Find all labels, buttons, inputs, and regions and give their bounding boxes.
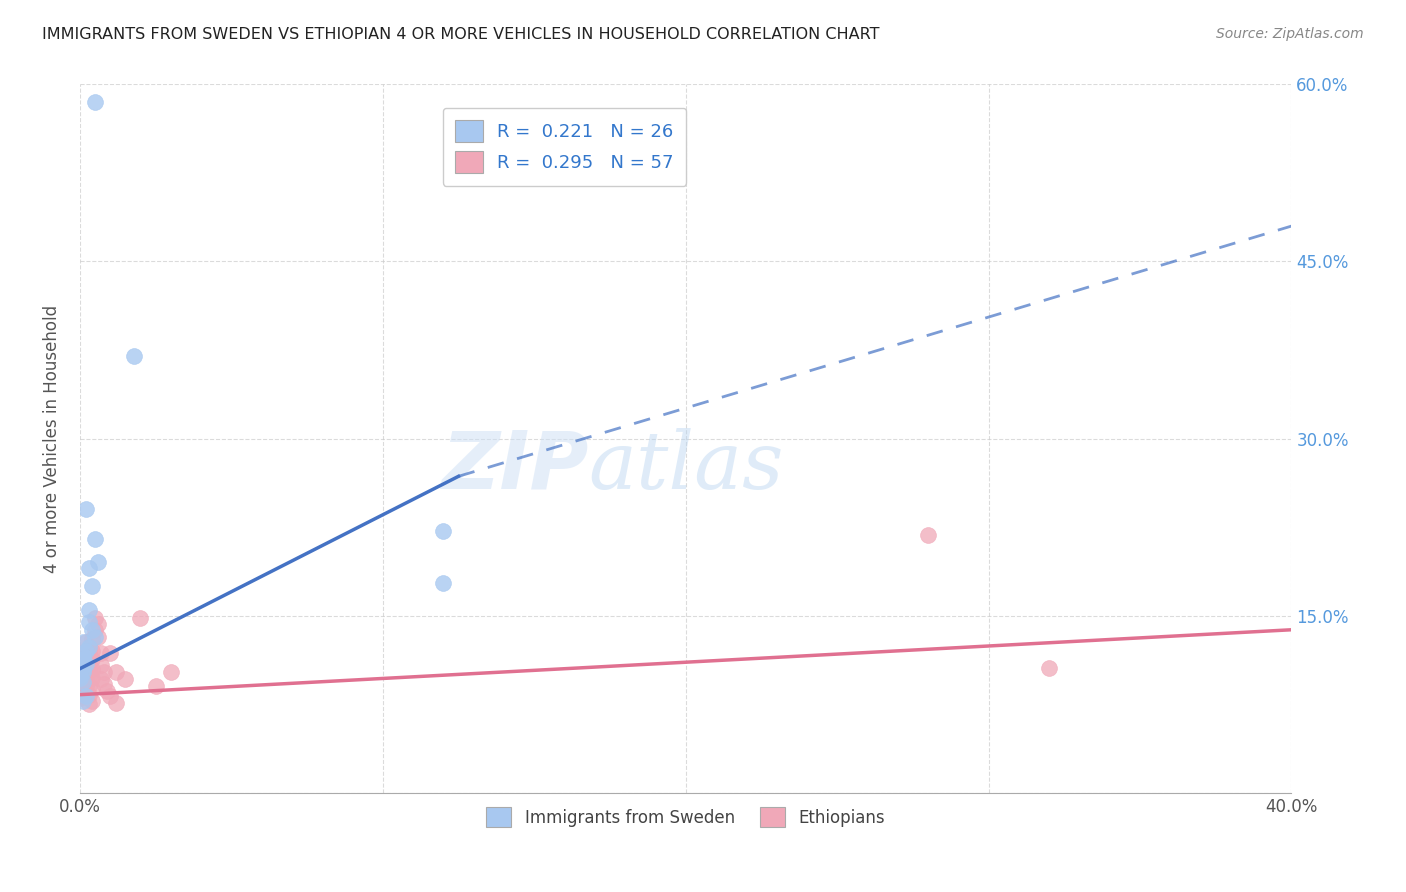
Point [105,665,128,680]
Point [80,693,103,707]
Point [75,680,97,694]
Point [80,671,103,685]
Point [72,653,94,667]
Point [75,644,97,658]
Point [75,653,97,667]
Point [72,665,94,680]
Point [72,663,94,677]
Point [72,681,94,696]
Point [90,658,112,673]
Point [159,665,181,680]
Point [80,652,103,666]
Point [69,671,91,685]
Point [80,644,103,658]
Point [93,665,115,680]
Point [87,616,110,631]
Point [75,657,97,671]
Point [75,634,97,648]
Text: Source: ZipAtlas.com: Source: ZipAtlas.com [1216,27,1364,41]
Point [84,95,107,110]
Point [80,632,103,647]
Point [77,561,100,575]
Point [1038,660,1060,674]
Point [145,680,167,694]
Point [98,689,121,703]
Point [72,674,94,689]
Legend: Immigrants from Sweden, Ethiopians: Immigrants from Sweden, Ethiopians [479,800,891,834]
Point [77,652,100,666]
Point [80,579,103,593]
Point [72,689,94,703]
Point [75,673,97,687]
Point [84,611,107,625]
Point [77,646,100,660]
Point [77,670,100,684]
Point [72,673,94,687]
Point [72,667,94,681]
Point [98,646,121,660]
Point [69,691,91,706]
Point [77,663,100,677]
Point [87,630,110,644]
Point [80,623,103,637]
Point [72,634,94,648]
Point [105,696,128,710]
Point [90,673,112,687]
Point [75,658,97,673]
Point [77,640,100,655]
Point [129,611,152,625]
Point [93,677,115,691]
Point [77,615,100,629]
Point [69,677,91,691]
Point [72,652,94,666]
Point [90,646,112,660]
Point [124,349,146,363]
Text: IMMIGRANTS FROM SWEDEN VS ETHIOPIAN 4 OR MORE VEHICLES IN HOUSEHOLD CORRELATION : IMMIGRANTS FROM SWEDEN VS ETHIOPIAN 4 OR… [42,27,880,42]
Point [96,684,118,698]
Point [84,630,107,644]
Point [80,681,103,696]
Point [75,502,97,516]
Point [77,688,100,702]
Point [114,673,136,687]
Point [75,686,97,700]
Point [72,662,94,676]
Point [72,658,94,673]
Point [69,684,91,698]
Point [72,693,94,707]
Point [80,662,103,676]
Point [77,658,100,673]
Point [75,665,97,680]
Point [432,575,454,590]
Point [77,680,100,694]
Point [84,532,107,546]
Y-axis label: 4 or more Vehicles in Household: 4 or more Vehicles in Household [44,304,60,573]
Point [69,667,91,681]
Point [77,603,100,617]
Text: ZIP: ZIP [441,428,589,506]
Point [69,667,91,681]
Point [77,697,100,711]
Point [75,644,97,658]
Point [87,556,110,570]
Point [77,641,100,656]
Point [75,689,97,703]
Text: atlas: atlas [589,428,785,506]
Point [917,528,939,542]
Point [75,648,97,663]
Point [72,648,94,663]
Point [72,677,94,691]
Point [432,524,454,538]
Point [84,623,107,637]
